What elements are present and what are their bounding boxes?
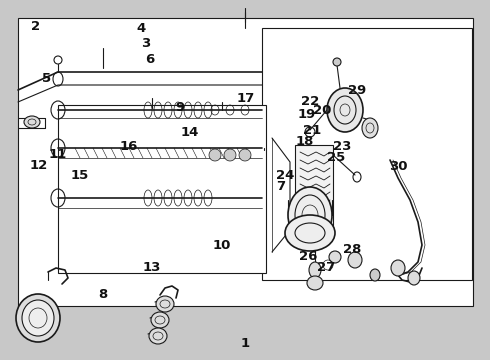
Ellipse shape (239, 149, 251, 161)
Ellipse shape (149, 328, 167, 344)
Text: 24: 24 (276, 169, 294, 182)
Bar (295, 145, 333, 230)
Text: 29: 29 (347, 84, 366, 97)
Ellipse shape (362, 118, 378, 138)
Text: 2: 2 (31, 21, 40, 33)
Text: 15: 15 (70, 169, 89, 182)
Text: 1: 1 (241, 337, 249, 350)
Text: 7: 7 (276, 180, 285, 193)
Text: 21: 21 (303, 124, 322, 137)
Text: 25: 25 (326, 151, 345, 164)
Text: 8: 8 (98, 288, 107, 301)
Ellipse shape (209, 149, 221, 161)
Ellipse shape (224, 149, 236, 161)
Text: 23: 23 (333, 140, 351, 153)
Bar (18, 18, 473, 306)
Text: 4: 4 (137, 22, 146, 35)
Text: 12: 12 (29, 159, 48, 172)
Text: 27: 27 (317, 261, 335, 274)
Text: 22: 22 (300, 95, 319, 108)
Ellipse shape (151, 312, 169, 328)
Ellipse shape (327, 88, 363, 132)
Ellipse shape (156, 296, 174, 312)
Ellipse shape (329, 251, 341, 263)
Text: 10: 10 (212, 239, 231, 252)
Ellipse shape (307, 276, 323, 290)
Ellipse shape (285, 215, 335, 251)
Text: 30: 30 (389, 160, 407, 173)
Text: 19: 19 (297, 108, 316, 121)
Bar (262, 28, 472, 280)
Text: 17: 17 (237, 93, 255, 105)
Text: 3: 3 (142, 37, 150, 50)
Text: 5: 5 (42, 72, 51, 85)
Ellipse shape (333, 58, 341, 66)
Ellipse shape (408, 271, 420, 285)
Ellipse shape (288, 187, 332, 243)
Text: 6: 6 (145, 53, 154, 66)
Text: 14: 14 (181, 126, 199, 139)
Text: 13: 13 (143, 261, 161, 274)
Ellipse shape (309, 262, 321, 278)
Ellipse shape (370, 269, 380, 281)
Ellipse shape (16, 294, 60, 342)
Text: 11: 11 (49, 148, 67, 161)
Text: 20: 20 (313, 104, 332, 117)
Ellipse shape (348, 252, 362, 268)
Ellipse shape (22, 300, 54, 336)
Text: 9: 9 (176, 101, 185, 114)
Text: 28: 28 (343, 243, 361, 256)
Ellipse shape (24, 116, 40, 128)
Text: 18: 18 (295, 135, 314, 148)
Bar (58, 105, 266, 273)
Text: 26: 26 (298, 250, 317, 263)
Ellipse shape (391, 260, 405, 276)
Text: 16: 16 (119, 140, 138, 153)
